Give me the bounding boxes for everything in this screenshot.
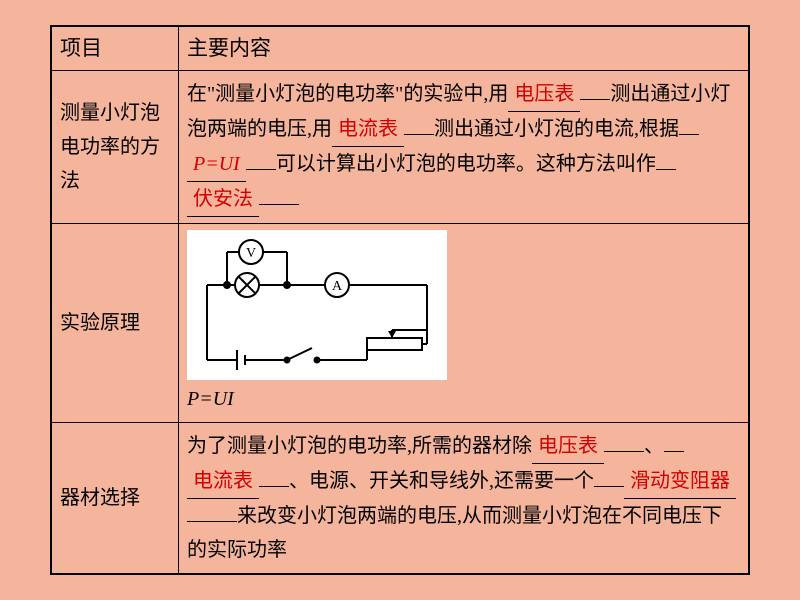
header-col1: 项目 [51, 26, 179, 71]
physics-table: 项目 主要内容 测量小灯泡电功率的方法 在"测量小灯泡的电功率"的实验中,用电压… [50, 25, 750, 576]
method-content: 在"测量小灯泡的电功率"的实验中,用电压表测出通过小灯泡两端的电压,用电流表测出… [179, 71, 750, 224]
text: 来改变小灯泡两端的电压,从而测量小灯泡在不同电压下的实际功率 [187, 505, 722, 561]
blank [580, 99, 610, 100]
fill-formula: P=UI [187, 147, 246, 182]
circuit-diagram: A V [187, 230, 447, 380]
fill-method: 伏安法 [187, 182, 259, 217]
blank [679, 134, 699, 135]
svg-text:V: V [246, 246, 256, 261]
text: 在"测量小灯泡的电功率"的实验中,用 [187, 83, 508, 105]
blank [246, 169, 276, 170]
equipment-row: 器材选择 为了测量小灯泡的电功率,所需的器材除电压表 、电流表 、电源、开关和导线外… [51, 423, 749, 575]
method-label: 测量小灯泡电功率的方法 [51, 71, 179, 224]
blank [604, 451, 644, 452]
fill-rheostat: 滑动变阻器 [624, 464, 736, 499]
text: 为了测量小灯泡的电功率,所需的器材除 [187, 435, 532, 457]
blank [656, 169, 676, 170]
fill-ammeter: 电流表 [332, 112, 404, 147]
blank [404, 134, 434, 135]
header-row: 项目 主要内容 [51, 26, 749, 71]
blank [187, 521, 237, 522]
blank [259, 486, 289, 487]
text: 测出通过小灯泡的电流,根据 [434, 118, 679, 140]
principle-row: 实验原理 A [51, 224, 749, 423]
method-row: 测量小灯泡电功率的方法 在"测量小灯泡的电功率"的实验中,用电压表测出通过小灯泡… [51, 71, 749, 224]
blank [664, 451, 684, 452]
principle-content: A V [179, 224, 750, 423]
text: 可以计算出小灯泡的电功率。这种方法叫作 [276, 153, 656, 175]
fill-ammeter2: 电流表 [187, 464, 259, 499]
formula-text: P=UI [187, 388, 234, 410]
blank [259, 204, 299, 205]
text: 、电源、开关和导线外,还需要一个 [289, 470, 594, 492]
header-col2: 主要内容 [179, 26, 750, 71]
fill-voltmeter: 电压表 [508, 77, 580, 112]
text: 、 [644, 435, 664, 457]
principle-label: 实验原理 [51, 224, 179, 423]
equipment-label: 器材选择 [51, 423, 179, 575]
fill-voltmeter2: 电压表 [532, 429, 604, 464]
blank [594, 486, 624, 487]
svg-text:A: A [332, 279, 343, 294]
equipment-content: 为了测量小灯泡的电功率,所需的器材除电压表 、电流表 、电源、开关和导线外,还需要一… [179, 423, 750, 575]
